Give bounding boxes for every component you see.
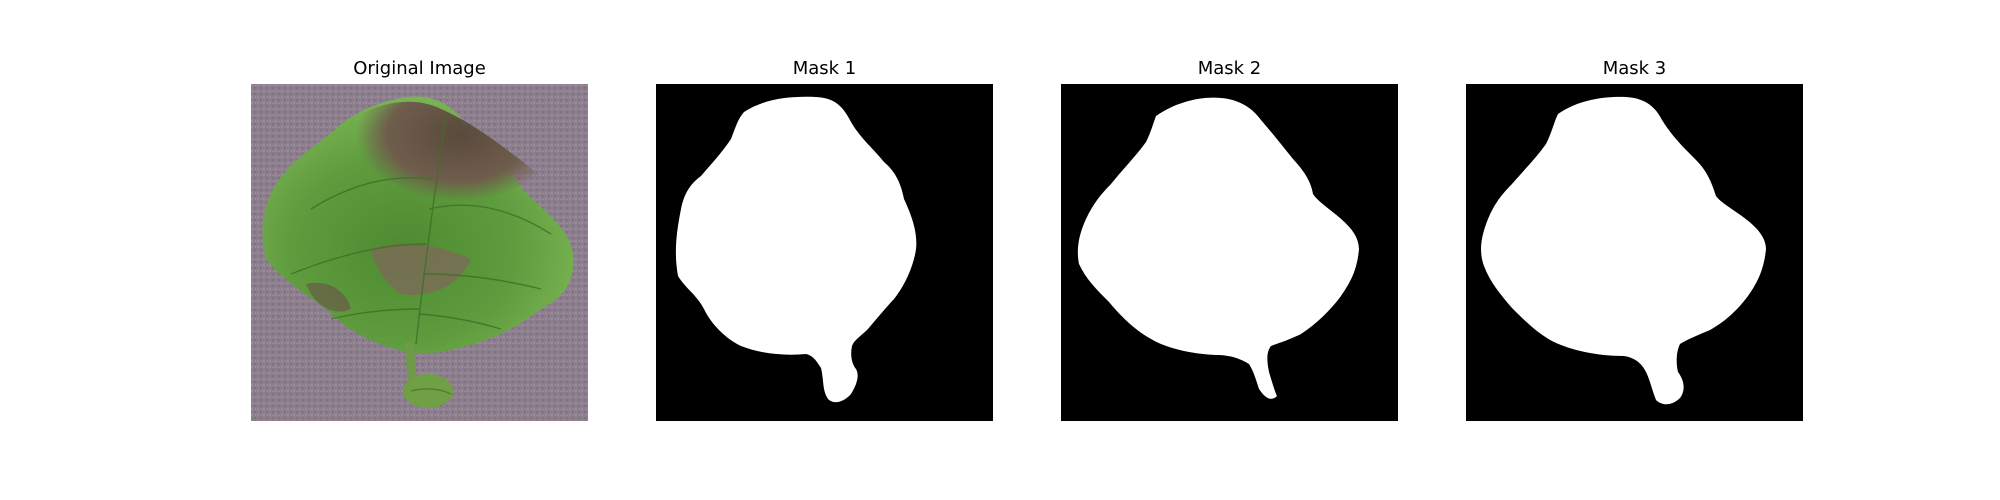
original-leaf-image [251,84,588,421]
mask-2-image [1061,84,1398,421]
panel-title-mask-1: Mask 1 [792,58,857,79]
mask-2-graphic [1061,84,1398,421]
panel-title-mask-3: Mask 3 [1602,58,1667,79]
leaf-photo-graphic [251,84,588,421]
mask-3-image [1466,84,1803,421]
mask-1-graphic [656,84,993,421]
mask-3-graphic [1466,84,1803,421]
panel-title-mask-2: Mask 2 [1197,58,1262,79]
panel-title-original-image: Original Image [353,58,486,79]
mask-1-image [656,84,993,421]
